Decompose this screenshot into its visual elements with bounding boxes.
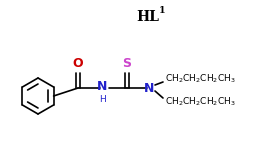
Text: N: N [144, 82, 154, 94]
Text: N: N [97, 81, 107, 93]
Text: O: O [73, 57, 83, 70]
Text: 1: 1 [159, 6, 166, 15]
Text: H: H [99, 95, 105, 104]
Text: HL: HL [137, 10, 159, 24]
Text: CH$_2$CH$_2$CH$_2$CH$_3$: CH$_2$CH$_2$CH$_2$CH$_3$ [165, 73, 236, 85]
Text: S: S [123, 57, 132, 70]
Text: CH$_2$CH$_2$CH$_2$CH$_3$: CH$_2$CH$_2$CH$_2$CH$_3$ [165, 96, 236, 108]
